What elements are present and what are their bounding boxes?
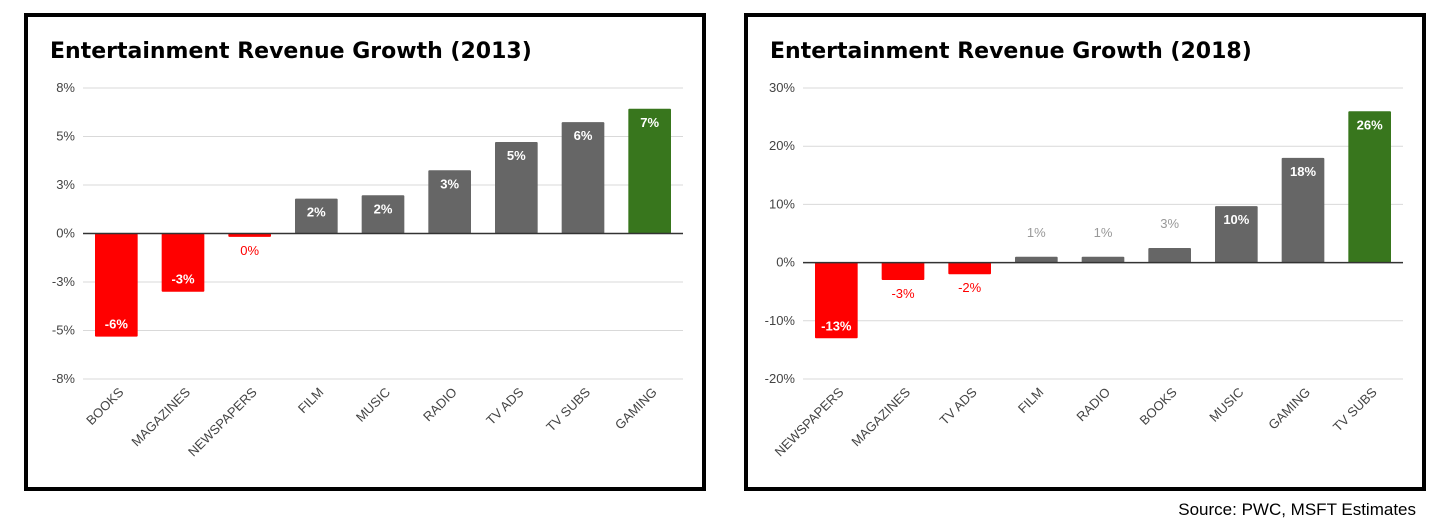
bar-radio bbox=[1081, 256, 1125, 263]
chart-2018-plot: 30% 20% 10% 0% -10% -20% -13% NEWSPAPERS -3% MAGA… bbox=[765, 80, 1403, 459]
bar-film bbox=[295, 198, 338, 234]
x-category-label: MAGAZINES bbox=[848, 384, 913, 449]
bar-newspapers bbox=[815, 262, 858, 339]
data-label: 2% bbox=[307, 205, 326, 220]
data-label: -3% bbox=[171, 272, 195, 287]
data-label: 7% bbox=[640, 115, 659, 130]
x-category-label: MUSIC bbox=[353, 385, 393, 425]
y-tick-label: 5% bbox=[56, 129, 75, 144]
bar-tv-subs bbox=[561, 122, 605, 234]
data-label: 2% bbox=[374, 201, 393, 216]
data-label: 10% bbox=[1223, 212, 1249, 227]
x-category-label: RADIO bbox=[420, 385, 460, 425]
x-category-label: GAMING bbox=[1265, 385, 1313, 433]
data-label: 5% bbox=[507, 148, 526, 163]
y-tick-label: 0% bbox=[776, 255, 795, 270]
x-category-label: BOOKS bbox=[83, 384, 127, 428]
x-category-label: MAGAZINES bbox=[128, 384, 193, 449]
x-category-label: RADIO bbox=[1073, 385, 1113, 425]
chart-title: Entertainment Revenue Growth (2013) bbox=[50, 39, 532, 64]
x-category-label: MUSIC bbox=[1206, 385, 1246, 425]
y-tick-label: -10% bbox=[765, 313, 796, 328]
bar-tv-subs bbox=[1348, 111, 1391, 263]
x-category-label: NEWSPAPERS bbox=[185, 384, 260, 459]
chart-2013-panel: Entertainment Revenue Growth (2013) 8% 5%… bbox=[24, 13, 706, 491]
y-tick-label: 8% bbox=[56, 80, 75, 95]
data-label: 26% bbox=[1357, 117, 1383, 132]
y-tick-label: -3% bbox=[52, 274, 76, 289]
bar-music bbox=[361, 195, 405, 234]
data-label: -3% bbox=[891, 286, 915, 301]
x-category-label: TV SUBS bbox=[1330, 384, 1380, 434]
x-category-label: FILM bbox=[295, 385, 327, 417]
bar-radio bbox=[428, 170, 471, 234]
x-category-label: TV SUBS bbox=[543, 384, 593, 434]
data-label: 0% bbox=[240, 243, 259, 258]
bar-newspapers bbox=[228, 233, 271, 237]
data-label: 6% bbox=[574, 128, 593, 143]
bar-film bbox=[1015, 256, 1058, 263]
data-label: 1% bbox=[1094, 225, 1113, 240]
y-tick-label: -20% bbox=[765, 371, 796, 386]
bar-magazines bbox=[161, 233, 205, 292]
data-label: -6% bbox=[105, 317, 129, 332]
data-label: 3% bbox=[1160, 216, 1179, 231]
bar-tv-ads bbox=[948, 262, 991, 275]
y-tick-label: 0% bbox=[56, 226, 75, 241]
chart-2013-plot: 8% 5% 3% 0% -3% -5% -8% -6% BOOKS -3% MAGAZINES 0% N… bbox=[52, 80, 683, 459]
x-category-label: BOOKS bbox=[1136, 384, 1180, 428]
bar-magazines bbox=[881, 262, 925, 281]
bar-gaming bbox=[628, 108, 671, 234]
data-label: -13% bbox=[821, 318, 852, 333]
x-category-label: TV ADS bbox=[483, 384, 527, 428]
chart-2018-panel: Entertainment Revenue Growth (2018) 30% 2… bbox=[744, 13, 1426, 491]
bar-books bbox=[95, 233, 138, 337]
y-tick-label: 20% bbox=[769, 138, 795, 153]
chart-title: Entertainment Revenue Growth (2018) bbox=[770, 39, 1252, 64]
x-category-label: GAMING bbox=[612, 385, 660, 433]
y-tick-label: 10% bbox=[769, 196, 795, 211]
x-category-label: NEWSPAPERS bbox=[772, 384, 847, 459]
x-category-label: FILM bbox=[1015, 385, 1047, 417]
bar-books bbox=[1148, 248, 1191, 263]
bar-tv-ads bbox=[495, 142, 538, 234]
bar-gaming bbox=[1281, 157, 1325, 263]
data-label: 3% bbox=[440, 176, 459, 191]
y-tick-label: 30% bbox=[769, 80, 795, 95]
bar-music bbox=[1215, 206, 1258, 263]
x-category-label: TV ADS bbox=[936, 384, 980, 428]
y-tick-label: -8% bbox=[52, 371, 76, 386]
y-tick-label: 3% bbox=[56, 177, 75, 192]
data-label: -2% bbox=[958, 280, 982, 295]
source-note: Source: PWC, MSFT Estimates bbox=[1178, 500, 1416, 519]
data-label: 1% bbox=[1027, 225, 1046, 240]
y-tick-label: -5% bbox=[52, 322, 76, 337]
data-label: 18% bbox=[1290, 164, 1316, 179]
